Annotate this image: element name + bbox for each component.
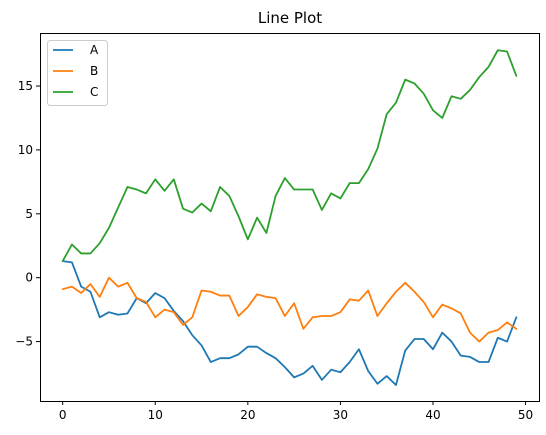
legend-label-a: A: [90, 43, 99, 57]
plot-area: [40, 33, 540, 402]
axes-frame: [40, 33, 540, 402]
y-tick-label: 10: [18, 143, 33, 157]
y-tick-label: 15: [18, 79, 33, 93]
chart-title: Line Plot: [258, 9, 322, 27]
legend-label-b: B: [90, 64, 98, 78]
x-tick-label: 0: [59, 408, 67, 422]
y-tick-label: 0: [25, 271, 33, 285]
legend-items: ABC: [53, 43, 99, 99]
x-tick-label: 20: [240, 408, 255, 422]
y-tick-label: 5: [25, 207, 33, 221]
series-line-c: [61, 49, 518, 262]
y-axis: −5 0 5 10 15: [15, 79, 40, 349]
x-tick-label: 40: [425, 408, 440, 422]
x-tick-label: 10: [148, 408, 163, 422]
x-axis: 0 10 20 30 40 50: [59, 401, 533, 422]
series-line-b: [61, 276, 518, 343]
x-tick-label: 50: [518, 408, 533, 422]
legend-label-c: C: [90, 85, 98, 99]
legend: ABC: [47, 40, 108, 106]
legend-box: [47, 40, 108, 106]
x-tick-label: 30: [333, 408, 348, 422]
series-layer: [61, 49, 518, 386]
y-tick-label: −5: [15, 335, 33, 349]
